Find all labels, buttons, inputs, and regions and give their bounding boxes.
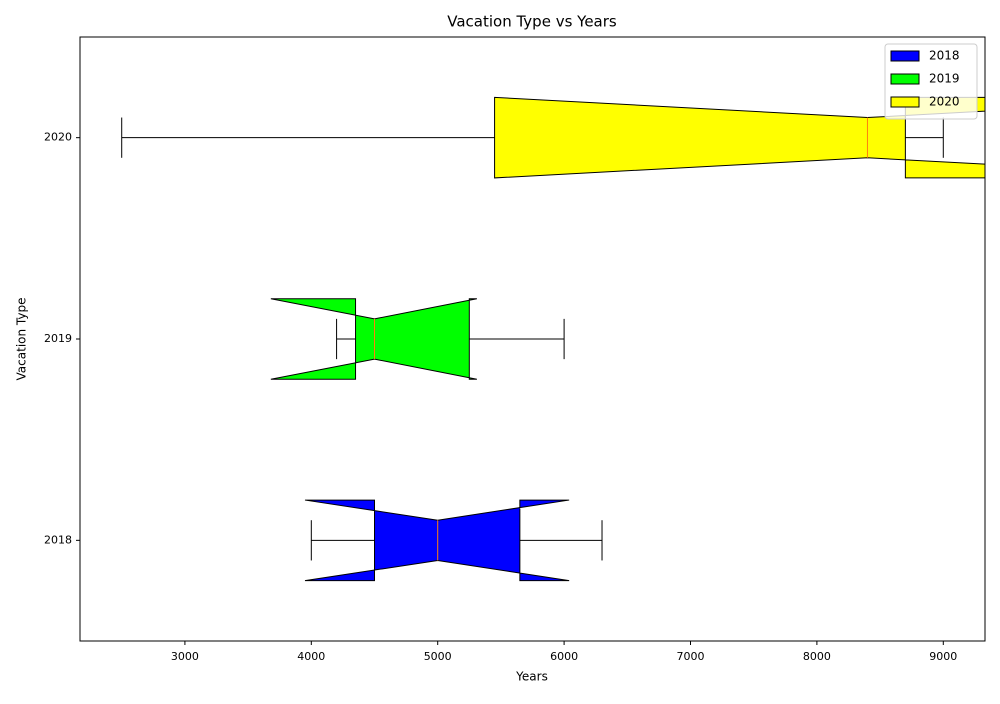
box bbox=[304, 499, 570, 582]
box bbox=[270, 298, 477, 380]
legend-swatch bbox=[890, 50, 920, 62]
x-tick-label: 8000 bbox=[803, 650, 831, 663]
chart-title: Vacation Type vs Years bbox=[447, 13, 617, 31]
legend-label: 2018 bbox=[929, 49, 960, 63]
x-tick-label: 6000 bbox=[550, 650, 578, 663]
legend-label: 2020 bbox=[929, 95, 960, 109]
legend-swatch bbox=[890, 96, 920, 108]
box bbox=[494, 96, 985, 179]
y-tick-label: 2020 bbox=[44, 131, 72, 144]
x-tick-label: 5000 bbox=[424, 650, 452, 663]
x-tick-label: 4000 bbox=[297, 650, 325, 663]
legend-swatch bbox=[890, 73, 920, 85]
y-tick-label: 2018 bbox=[44, 533, 72, 546]
legend-label: 2019 bbox=[929, 72, 960, 86]
x-axis-label: Years bbox=[515, 670, 548, 684]
y-axis-label: Vacation Type bbox=[15, 298, 29, 381]
y-tick-label: 2019 bbox=[44, 332, 72, 345]
boxes bbox=[121, 96, 985, 582]
x-tick-label: 9000 bbox=[929, 650, 957, 663]
x-tick-label: 3000 bbox=[171, 650, 199, 663]
x-tick-label: 7000 bbox=[676, 650, 704, 663]
